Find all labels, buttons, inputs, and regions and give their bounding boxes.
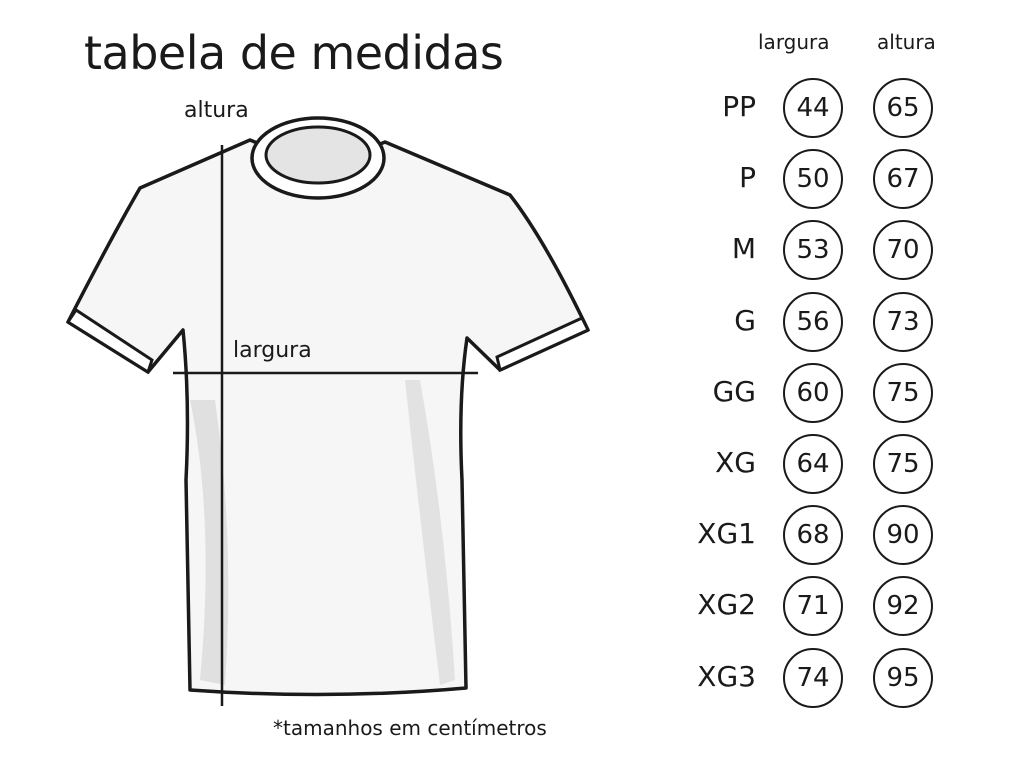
units-note: *tamanhos em centímetros	[273, 716, 547, 740]
size-label: P	[739, 161, 756, 195]
height-value: 70	[873, 220, 933, 281]
shirt-shading-left	[190, 400, 229, 685]
width-label: largura	[233, 338, 312, 363]
page-title: tabela de medidas	[84, 26, 504, 80]
collar-inner	[264, 125, 372, 185]
height-value: 95	[873, 647, 933, 708]
width-value: 60	[783, 362, 843, 423]
width-value: 64	[783, 434, 843, 494]
column-header-height: altura	[877, 30, 936, 54]
height-label: altura	[184, 98, 249, 123]
shirt-body	[66, 138, 590, 697]
width-value: 71	[783, 576, 843, 637]
width-value: 44	[783, 78, 843, 138]
width-value: 68	[783, 505, 843, 566]
height-value: 73	[873, 291, 933, 352]
size-label: XG1	[697, 517, 756, 551]
size-label: XG3	[697, 659, 756, 693]
size-label: XG2	[697, 588, 756, 622]
right-sleeve-cuff	[495, 316, 591, 373]
height-value: 75	[873, 434, 933, 494]
height-value: 92	[873, 576, 933, 637]
size-label: PP	[722, 90, 756, 123]
width-value: 56	[783, 291, 843, 352]
column-header-width: largura	[758, 30, 830, 54]
height-value: 75	[873, 362, 933, 423]
width-value: 50	[783, 149, 843, 210]
shirt-shading-right	[405, 380, 455, 685]
height-value: 67	[873, 149, 933, 210]
width-value: 74	[783, 647, 843, 708]
size-label: G	[734, 303, 756, 337]
height-value: 90	[873, 505, 933, 566]
left-sleeve-cuff	[65, 307, 154, 375]
height-value: 65	[873, 78, 933, 138]
size-label: XG	[715, 446, 756, 479]
width-value: 53	[783, 220, 843, 281]
size-label: M	[731, 232, 756, 266]
size-label: GG	[712, 374, 756, 408]
